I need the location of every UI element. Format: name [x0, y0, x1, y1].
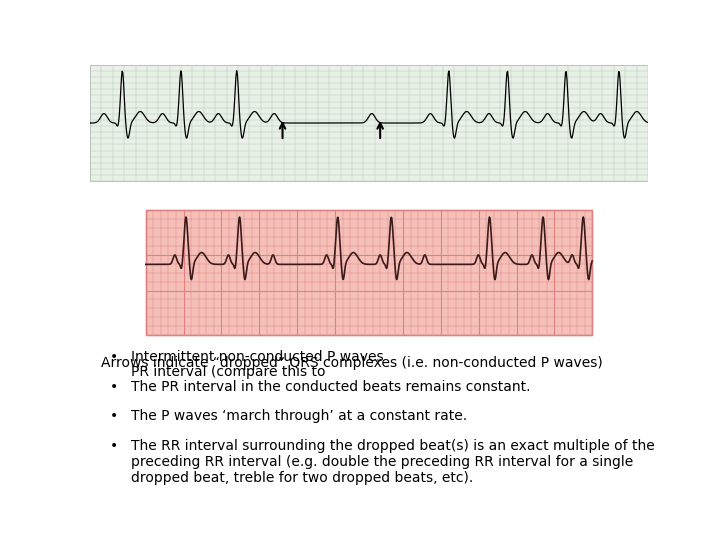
FancyBboxPatch shape [145, 210, 593, 335]
Text: The P waves ‘march through’ at a constant rate.: The P waves ‘march through’ at a constan… [131, 409, 467, 423]
Text: PR interval (compare this to: PR interval (compare this to [131, 366, 330, 380]
Text: dropped beat, treble for two dropped beats, etc).: dropped beat, treble for two dropped bea… [131, 471, 473, 485]
Text: •: • [109, 380, 118, 394]
Text: The PR interval in the conducted beats remains constant.: The PR interval in the conducted beats r… [131, 380, 530, 394]
Text: •: • [109, 349, 118, 363]
Text: •: • [109, 440, 118, 454]
Text: Arrows indicate “dropped” QRS complexes (i.e. non-conducted P waves): Arrows indicate “dropped” QRS complexes … [101, 356, 603, 370]
Text: •: • [109, 409, 118, 423]
Text: preceding RR interval (e.g. double the preceding RR interval for a single: preceding RR interval (e.g. double the p… [131, 455, 633, 469]
Text: The RR interval surrounding the dropped beat(s) is an exact multiple of the: The RR interval surrounding the dropped … [131, 440, 654, 454]
Text: Intermittent non-conducted P waves: Intermittent non-conducted P waves [131, 349, 388, 363]
FancyBboxPatch shape [90, 65, 648, 181]
